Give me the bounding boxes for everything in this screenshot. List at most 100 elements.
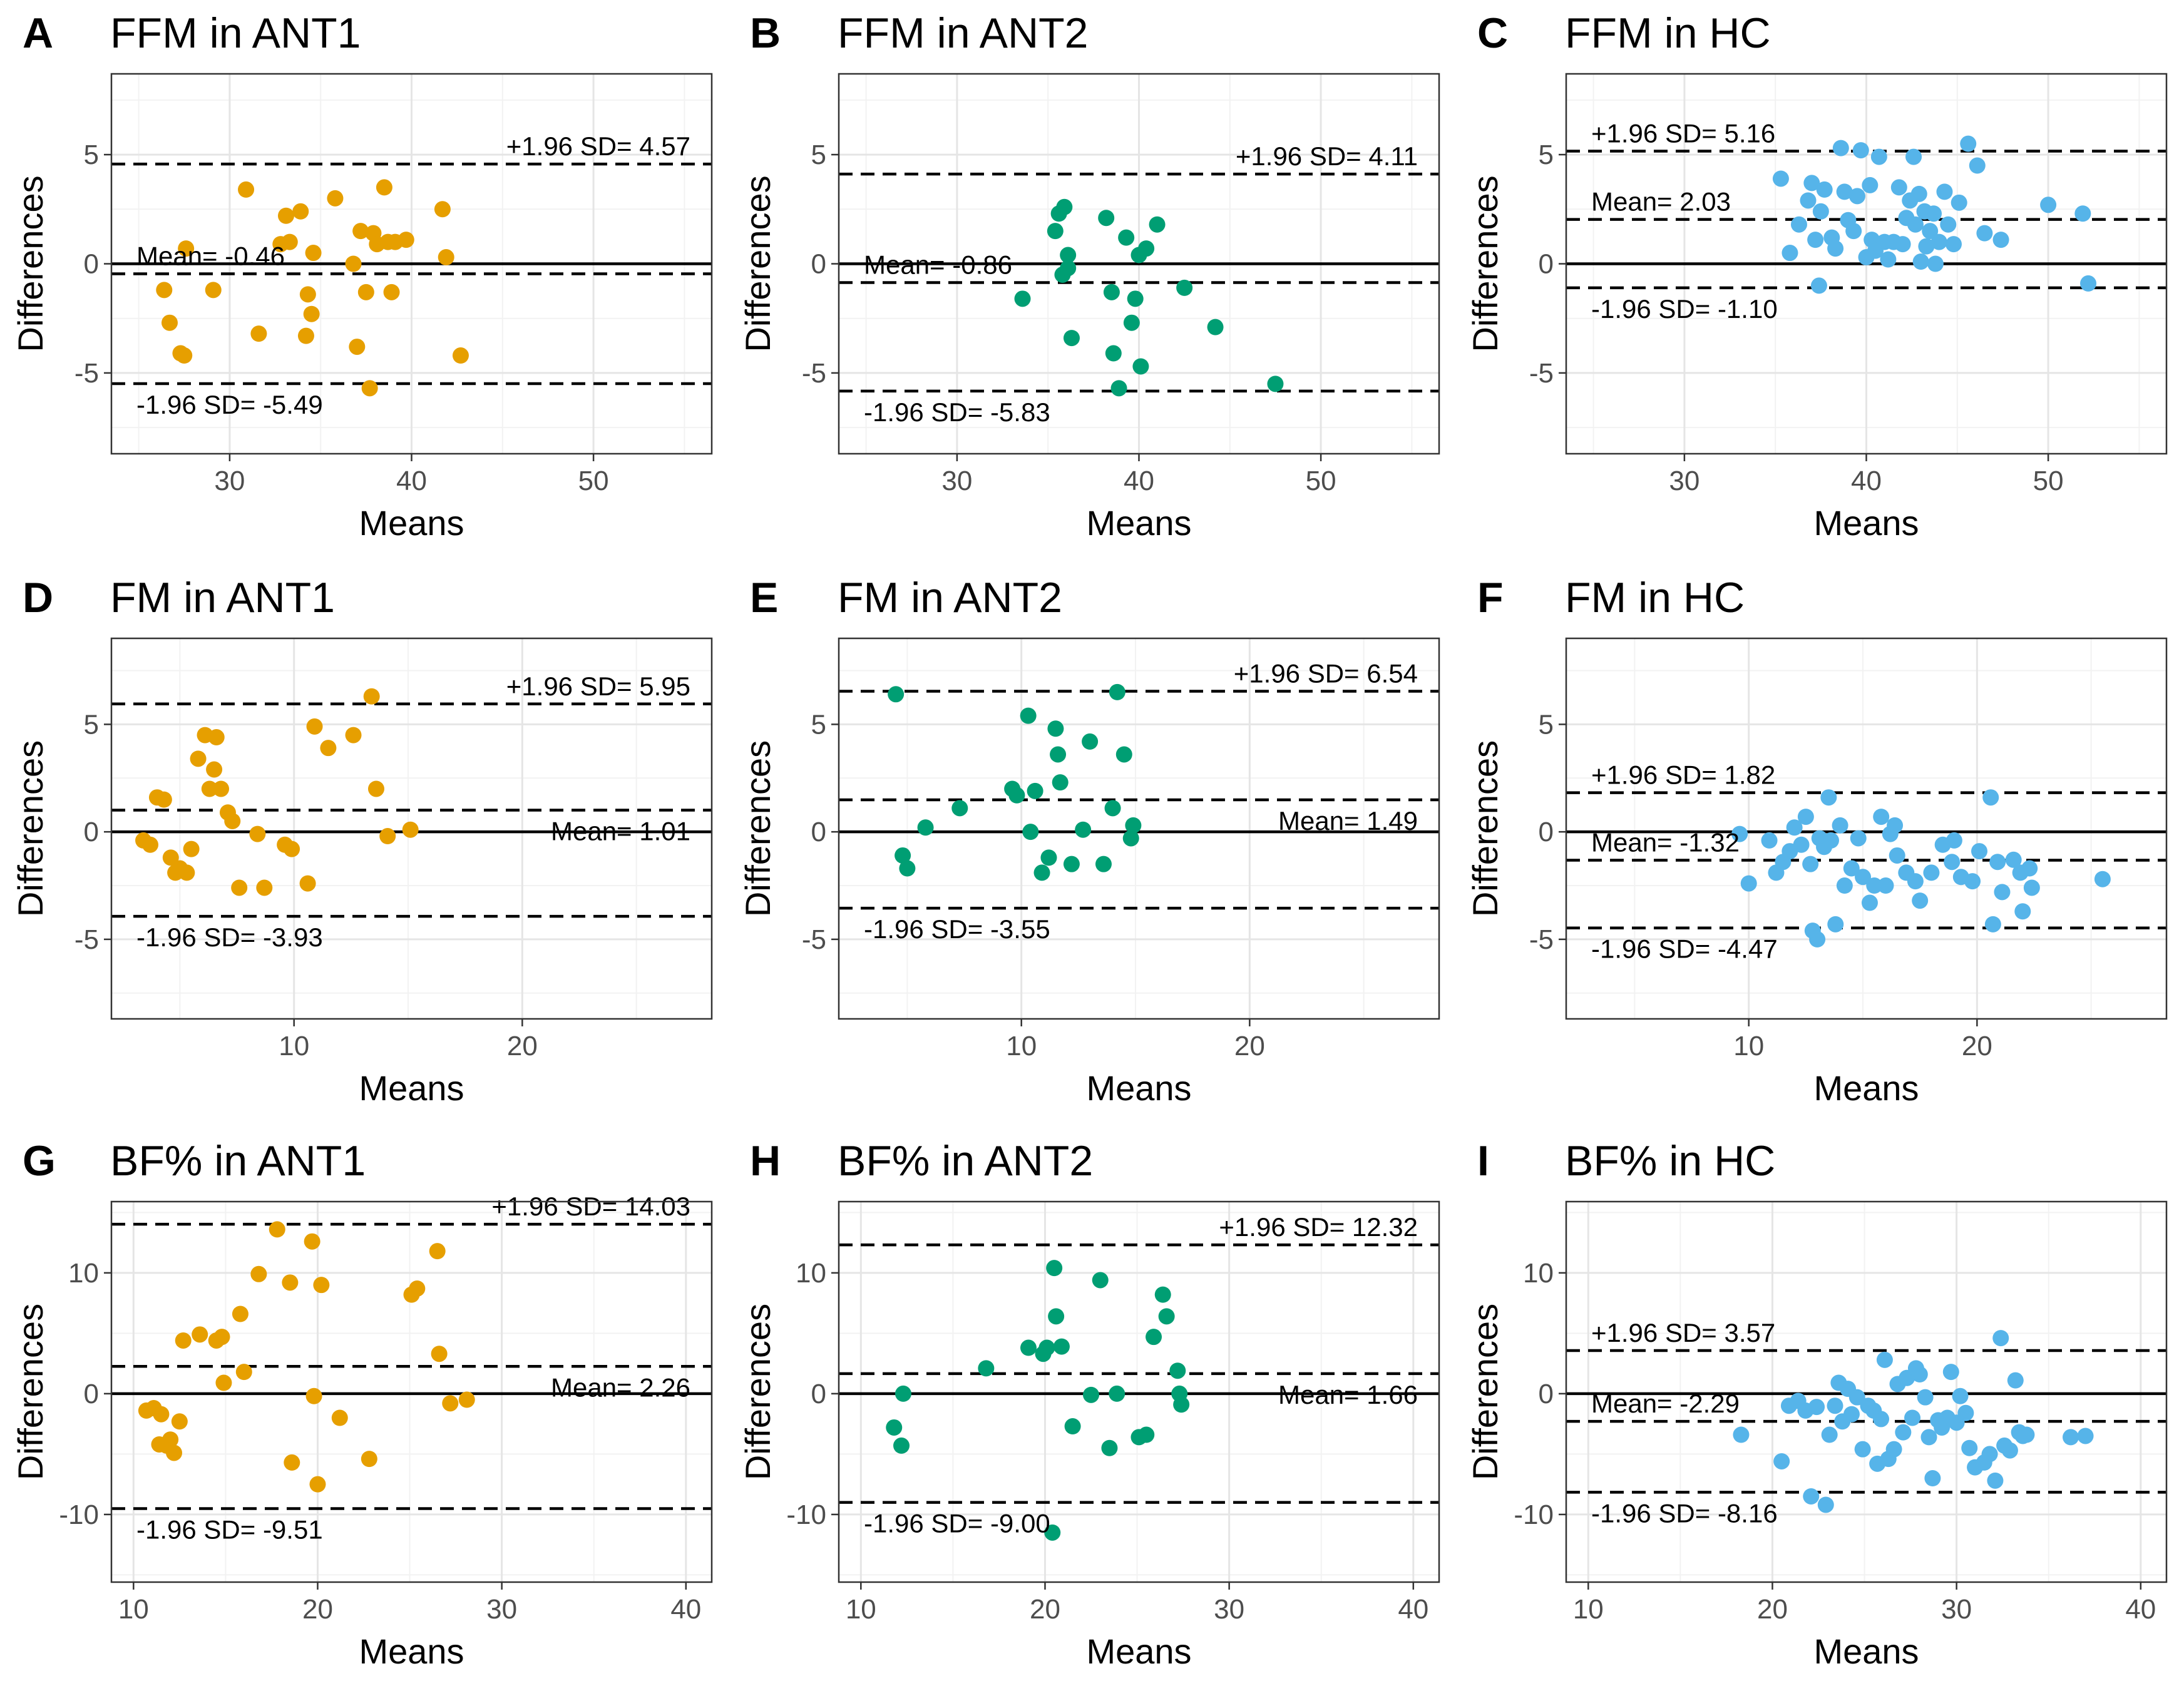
y-axis-title: Differences: [11, 1304, 50, 1480]
y-tick-label: 5: [1539, 709, 1554, 740]
data-point: [899, 860, 916, 877]
data-point: [141, 836, 158, 853]
lower-limit-label: -1.96 SD= -9.00: [864, 1509, 1050, 1538]
data-point: [402, 821, 419, 838]
data-point: [361, 380, 378, 397]
data-point: [1984, 916, 2001, 932]
data-point: [1890, 179, 1907, 196]
data-point: [231, 879, 248, 896]
panel-title: BF% in ANT2: [838, 1137, 1093, 1185]
data-point: [1976, 225, 1993, 242]
data-point: [183, 840, 200, 857]
x-tick-label: 20: [1962, 1031, 1992, 1061]
data-point: [1138, 1426, 1155, 1443]
y-tick-label: 5: [84, 140, 99, 170]
data-point: [1862, 176, 1879, 193]
lower-limit-label: -1.96 SD= -1.10: [1591, 294, 1778, 324]
data-point: [1843, 1406, 1860, 1423]
x-tick-label: 10: [279, 1031, 309, 1061]
data-point: [1843, 860, 1860, 877]
panel-a: +1.96 SD= 4.57 Mean= -0.46 -1.96 SD= -5.49…: [11, 9, 713, 543]
data-point: [1027, 782, 1043, 799]
data-point: [1063, 330, 1080, 347]
data-point: [249, 825, 266, 842]
data-point: [1910, 185, 1927, 202]
data-point: [156, 282, 173, 299]
data-point: [238, 181, 255, 198]
x-tick-label: 20: [507, 1031, 538, 1061]
data-point: [1918, 238, 1935, 255]
x-tick-label: 50: [1306, 466, 1336, 496]
panel-border: [838, 1200, 1440, 1583]
y-tick-label: 0: [1539, 817, 1554, 847]
data-point: [1822, 832, 1839, 849]
data-point: [431, 1346, 448, 1362]
data-point: [1880, 251, 1897, 268]
panel-title: BF% in HC: [1565, 1137, 1775, 1185]
panel-letter: D: [23, 574, 53, 621]
data-point: [1127, 290, 1144, 307]
data-point: [1082, 733, 1099, 750]
data-point: [349, 339, 366, 355]
data-point: [205, 282, 222, 299]
x-axis-title: Means: [359, 503, 464, 543]
data-point: [1961, 1439, 1978, 1456]
y-tick-label: -10: [1514, 1500, 1554, 1530]
lower-limit-label: -1.96 SD= -9.51: [136, 1515, 323, 1544]
lower-limit-label: -1.96 SD= -3.55: [864, 914, 1050, 944]
data-point: [320, 740, 337, 757]
data-point: [1877, 877, 1894, 894]
data-point: [2001, 1442, 2018, 1459]
data-point: [162, 1431, 179, 1448]
data-point: [2094, 871, 2111, 887]
panel-letter: G: [23, 1137, 56, 1185]
data-point: [213, 780, 230, 797]
data-point: [1832, 140, 1849, 156]
data-point: [1048, 1308, 1065, 1325]
panel-border: [110, 1200, 713, 1583]
data-point: [1942, 1364, 1959, 1381]
data-point: [1957, 1404, 1974, 1421]
data-point: [303, 305, 320, 322]
data-point: [1095, 856, 1112, 872]
panel-c: +1.96 SD= 5.16 Mean= 2.03 -1.96 SD= -1.10 3…: [1465, 9, 2168, 543]
plot-background: [1566, 1202, 2166, 1582]
x-tick-label: 10: [1733, 1031, 1764, 1061]
data-point: [1873, 809, 1890, 825]
data-point: [363, 688, 380, 705]
data-point: [1793, 836, 1810, 853]
data-point: [192, 1326, 208, 1343]
x-tick-label: 50: [578, 466, 609, 496]
data-point: [352, 223, 369, 240]
data-point: [201, 780, 218, 797]
mean-label: Mean= 1.49: [1278, 806, 1418, 835]
data-point: [1944, 854, 1961, 871]
data-point: [304, 1233, 320, 1250]
data-point: [1169, 1362, 1186, 1379]
panel-letter: H: [750, 1137, 781, 1185]
data-point: [250, 1265, 267, 1282]
data-point: [1083, 1386, 1100, 1403]
data-point: [1952, 1387, 1969, 1404]
plot-background: [111, 1202, 712, 1582]
data-point: [383, 284, 400, 300]
data-point: [1138, 240, 1155, 257]
data-point: [1905, 148, 1922, 165]
panel-title: FM in HC: [1565, 574, 1745, 621]
y-axis-title: Differences: [738, 740, 777, 917]
panel-title: FFM in HC: [1565, 9, 1771, 57]
y-tick-label: 5: [811, 709, 826, 740]
x-tick-label: 40: [1124, 466, 1154, 496]
upper-limit-label: +1.96 SD= 12.32: [1219, 1212, 1418, 1242]
data-point: [1895, 1424, 1912, 1441]
mean-label: Mean= -0.86: [864, 250, 1012, 280]
data-point: [153, 1406, 170, 1423]
data-point: [893, 1437, 910, 1454]
data-point: [2080, 275, 2097, 292]
data-point: [1885, 1441, 1902, 1458]
upper-limit-label: +1.96 SD= 4.57: [506, 131, 690, 161]
data-point: [1887, 817, 1904, 834]
data-point: [2074, 205, 2091, 222]
data-point: [292, 203, 309, 220]
data-point: [1109, 683, 1125, 700]
